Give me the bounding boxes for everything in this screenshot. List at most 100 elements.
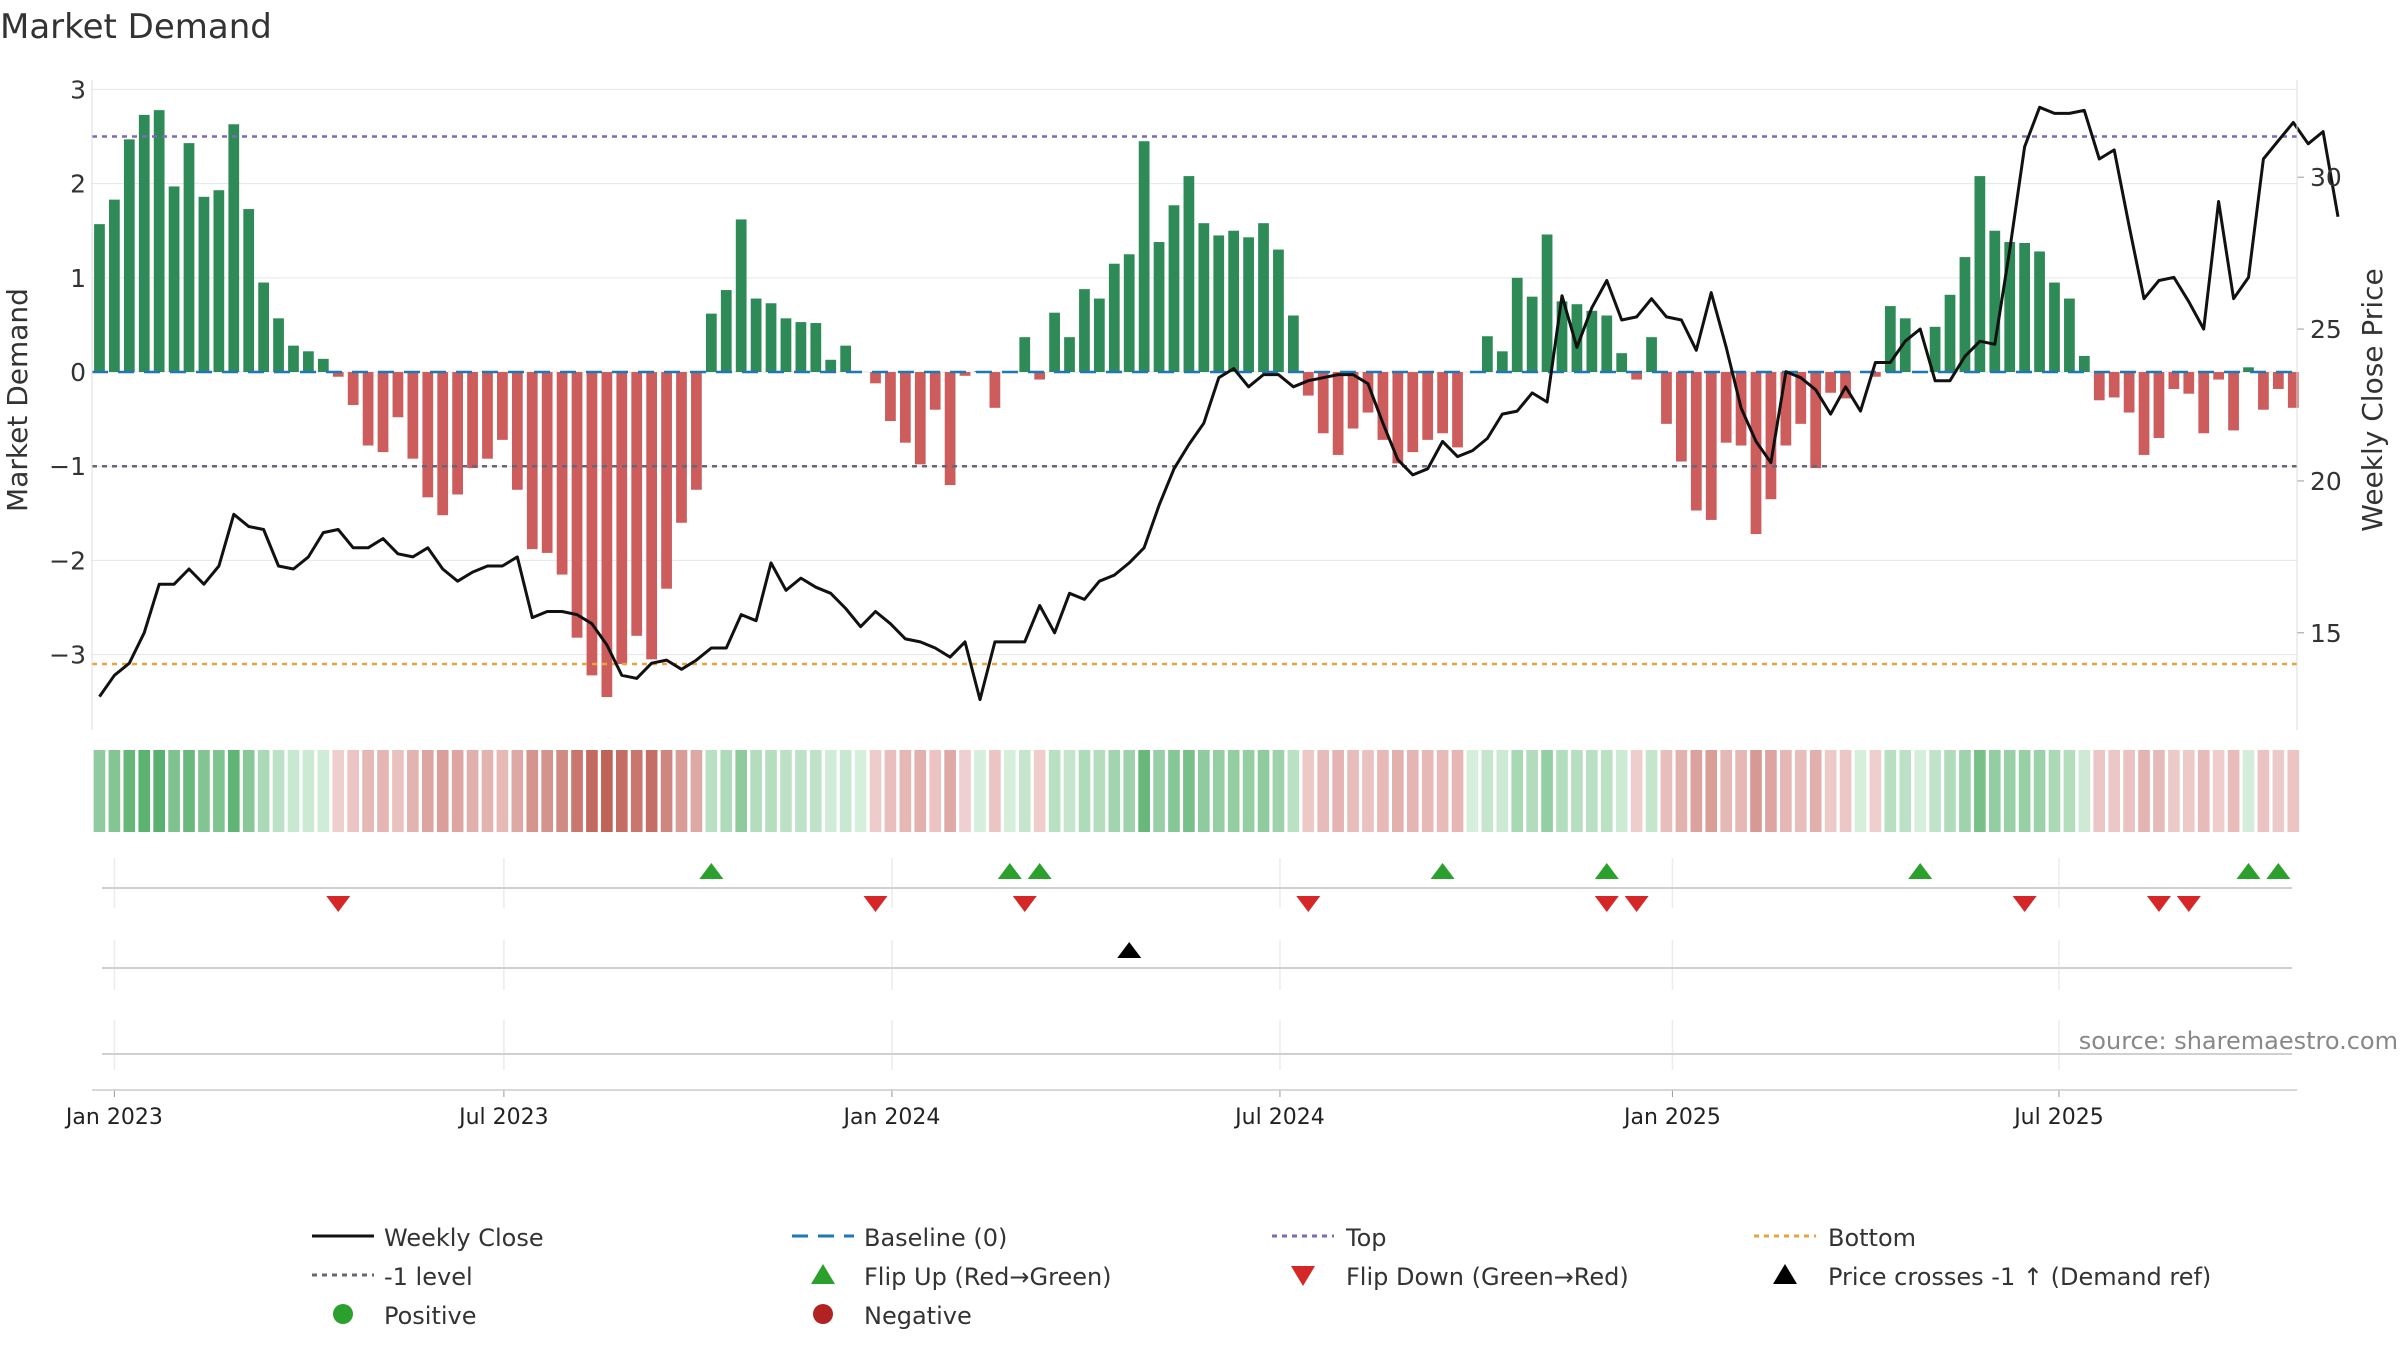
- demand-bar: [198, 196, 210, 373]
- legend-item-top: Top: [1272, 1224, 1387, 1252]
- demand-bar: [1079, 289, 1090, 373]
- demand-bar: [2228, 372, 2239, 431]
- heat-cell: [809, 750, 822, 832]
- heat-cell: [750, 750, 762, 832]
- heat-cell: [1645, 750, 1658, 832]
- heat-cell: [138, 750, 151, 832]
- demand-bar: [437, 372, 449, 516]
- heat-cell: [675, 750, 688, 832]
- demand-bar: [1496, 351, 1508, 373]
- demand-bar: [1676, 372, 1687, 462]
- demand-bar: [377, 372, 389, 453]
- heat-cell: [929, 750, 942, 832]
- heat-cell: [765, 750, 777, 832]
- flip-marker-panels: [102, 858, 2292, 1070]
- demand-bar: [1108, 263, 1120, 373]
- demand-bar: [646, 372, 658, 660]
- demand-bar: [1482, 336, 1493, 373]
- heat-cell: [1571, 750, 1583, 832]
- heat-cell: [2138, 750, 2150, 832]
- demand-bar: [1929, 326, 1941, 373]
- heat-cell: [1974, 750, 1986, 832]
- x-axis-ticks: Jan 2023 Jul 2023 Jan 2024 Jul 2024 Jan 2025…: [64, 1089, 2297, 1130]
- demand-bar: [989, 372, 1001, 408]
- heat-cell: [1675, 750, 1688, 832]
- heat-cell: [1272, 750, 1285, 832]
- demand-bar: [228, 124, 240, 373]
- demand-bar: [1571, 304, 1583, 373]
- demand-bar: [1780, 372, 1792, 446]
- y-tick-left: −3: [49, 641, 86, 670]
- demand-bar: [1198, 223, 1210, 373]
- demand-bar: [1213, 235, 1225, 373]
- demand-bar: [705, 313, 717, 373]
- demand-bar: [1705, 372, 1717, 520]
- y-tick-right: 30: [2310, 163, 2342, 192]
- demand-bar: [1541, 234, 1553, 373]
- x-tick-label: Jul 2023: [457, 1105, 549, 1130]
- heat-cell: [2212, 750, 2225, 832]
- price-line-layer: [98, 105, 2340, 702]
- heat-cell: [1586, 750, 1598, 832]
- heat-cell: [2287, 750, 2300, 832]
- demand-bar: [601, 372, 613, 698]
- demand-bar: [362, 372, 374, 446]
- heat-cell: [556, 750, 568, 832]
- heat-cell: [1944, 750, 1956, 832]
- demand-bar: [1899, 318, 1911, 373]
- demand-bar: [586, 372, 598, 676]
- heat-cell: [2227, 750, 2240, 832]
- legend-swatch-positive: [333, 1304, 353, 1324]
- demand-bar: [899, 372, 911, 443]
- demand-bar: [1392, 372, 1404, 464]
- heat-cell: [1824, 750, 1837, 832]
- legend-label-flip-up: Flip Up (Red→Green): [864, 1263, 1112, 1291]
- heat-cell: [392, 750, 404, 832]
- y-tick-right: 25: [2310, 315, 2342, 344]
- demand-bar: [1586, 310, 1598, 373]
- flip-up-marker: [2236, 863, 2261, 879]
- demand-bar: [929, 372, 941, 410]
- heat-cell: [1630, 750, 1643, 832]
- flip-down-marker: [326, 896, 351, 912]
- heat-cell: [1780, 750, 1792, 832]
- demand-bar: [541, 372, 553, 553]
- demand-bar: [1422, 372, 1434, 440]
- demand-bar: [109, 199, 120, 373]
- heat-cell: [1227, 750, 1240, 832]
- flip-up-marker: [1594, 863, 1619, 879]
- demand-bar: [2049, 282, 2060, 373]
- heat-cell: [959, 750, 971, 832]
- heat-cell: [1496, 750, 1509, 832]
- demand-bar: [765, 303, 777, 373]
- demand-bar: [407, 372, 419, 459]
- demand-bar: [1810, 372, 1822, 469]
- heat-cell: [1705, 750, 1718, 832]
- demand-bar: [1556, 301, 1568, 373]
- legend-label-minus-one: -1 level: [384, 1263, 473, 1291]
- x-tick-label: Jan 2023: [64, 1105, 163, 1130]
- demand-bar: [2138, 372, 2150, 455]
- heat-cell: [2168, 750, 2180, 832]
- demand-bar: [1795, 372, 1807, 424]
- demand-bar: [1019, 337, 1031, 373]
- heat-cell: [347, 750, 359, 832]
- flip-down-marker: [2176, 896, 2201, 912]
- demand-bar: [1452, 372, 1463, 448]
- demand-bar: [2004, 242, 2016, 373]
- heat-cell: [2018, 750, 2031, 832]
- demand-bar: [795, 322, 807, 373]
- y-tick-left: 2: [70, 170, 86, 199]
- heat-cell: [227, 750, 240, 832]
- heat-cell: [1377, 750, 1389, 832]
- demand-bar: [780, 318, 792, 373]
- demand-bar: [303, 351, 314, 373]
- legend-label-top: Top: [1345, 1224, 1387, 1252]
- demand-bar: [1228, 230, 1240, 373]
- heat-cell: [869, 750, 882, 832]
- heat-cell: [2197, 750, 2210, 832]
- heat-cell: [1556, 750, 1568, 832]
- x-tick-label: Jan 2024: [841, 1105, 940, 1130]
- demand-bar: [2243, 367, 2254, 373]
